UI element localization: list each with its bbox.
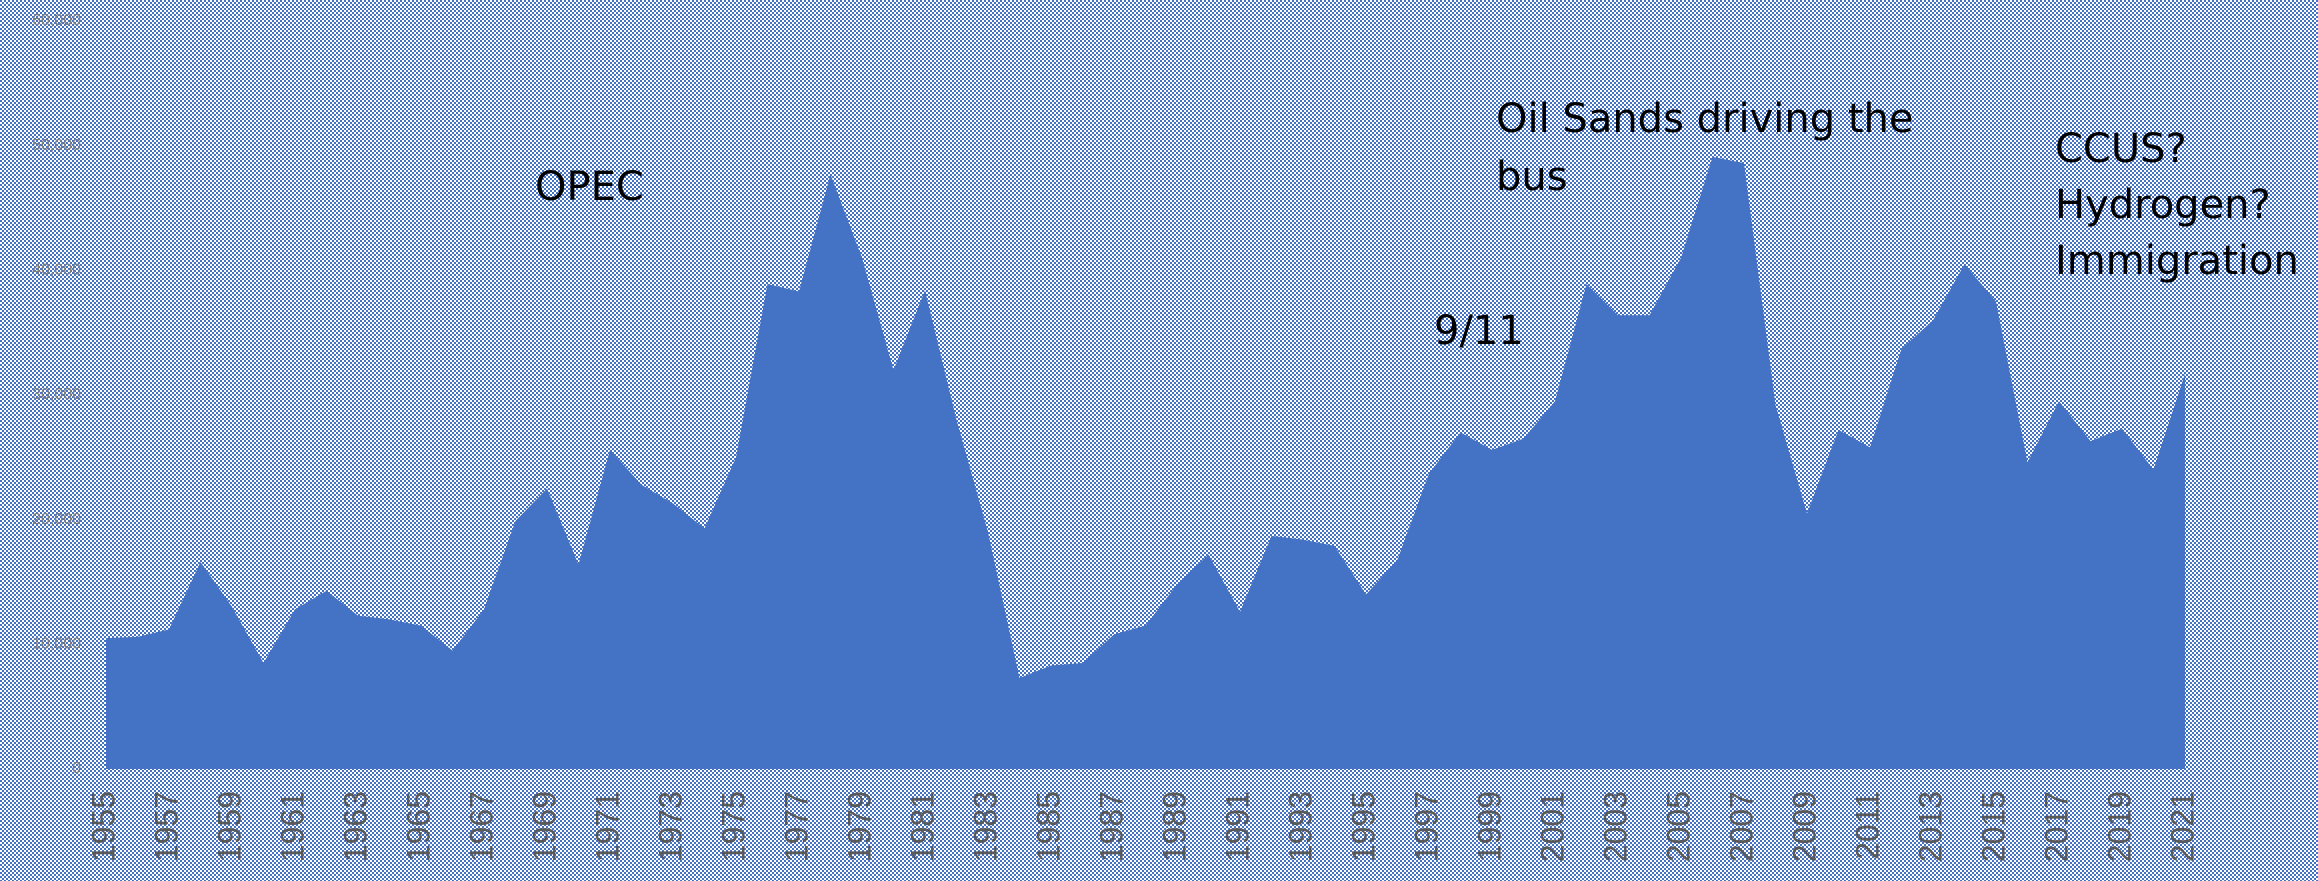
- x-tick-label: 1999: [1471, 791, 1507, 862]
- x-tick-label: 1973: [652, 791, 688, 862]
- annotation: Immigration: [2055, 238, 2299, 284]
- annotation: 9/11: [1434, 308, 1524, 354]
- y-tick-label: 60,000: [32, 12, 81, 29]
- x-tick-label: 1961: [274, 791, 310, 862]
- x-tick-label: 1959: [211, 791, 247, 862]
- x-tick-label: 1997: [1408, 791, 1444, 862]
- y-tick-label: 20,000: [32, 511, 81, 528]
- x-tick-label: 2005: [1660, 791, 1696, 862]
- annotation: CCUS?: [2055, 126, 2187, 172]
- x-tick-label: 2017: [2038, 791, 2074, 862]
- x-tick-label: 1981: [904, 791, 940, 862]
- x-tick-label: 1963: [337, 791, 373, 862]
- x-tick-label: 1995: [1345, 791, 1381, 862]
- x-tick-label: 1955: [85, 791, 121, 862]
- x-tick-label: 1987: [1093, 791, 1129, 862]
- x-tick-label: 1967: [463, 791, 499, 862]
- x-tick-label: 2001: [1534, 791, 1570, 862]
- x-tick-label: 1991: [1219, 791, 1255, 862]
- x-tick-label: 1975: [715, 791, 751, 862]
- area: [106, 156, 2185, 770]
- annotation: Hydrogen?: [2055, 182, 2271, 228]
- x-tick-label: 2021: [2164, 791, 2200, 862]
- x-tick-label: 1977: [778, 791, 814, 862]
- annotation: OPEC: [535, 164, 644, 210]
- x-tick-label: 1989: [1156, 791, 1192, 862]
- x-tick-label: 2007: [1723, 791, 1759, 862]
- annotation: bus: [1496, 154, 1568, 200]
- x-tick-label: 1983: [967, 791, 1003, 862]
- x-tick-label: 1957: [148, 791, 184, 862]
- x-tick-label: 2009: [1786, 791, 1822, 862]
- x-tick-label: 1993: [1282, 791, 1318, 862]
- y-tick-label: 10,000: [32, 636, 81, 653]
- x-tick-label: 1965: [400, 791, 436, 862]
- x-tick-label: 2011: [1849, 791, 1885, 860]
- x-tick-label: 2003: [1597, 791, 1633, 862]
- x-tick-label: 1979: [841, 791, 877, 862]
- x-tick-label: 2013: [1912, 791, 1948, 862]
- y-tick-label: 40,000: [32, 262, 81, 279]
- x-tick-label: 2015: [1975, 791, 2011, 862]
- x-tick-label: 2019: [2101, 791, 2137, 862]
- x-tick-label: 1985: [1030, 791, 1066, 862]
- y-tick-label: 0: [72, 760, 81, 777]
- x-tick-label: 1971: [589, 791, 625, 862]
- y-tick-label: 30,000: [32, 386, 81, 403]
- annotation: Oil Sands driving the: [1496, 96, 1913, 142]
- x-tick-label: 1969: [526, 791, 562, 862]
- y-tick-label: 50,000: [32, 137, 81, 154]
